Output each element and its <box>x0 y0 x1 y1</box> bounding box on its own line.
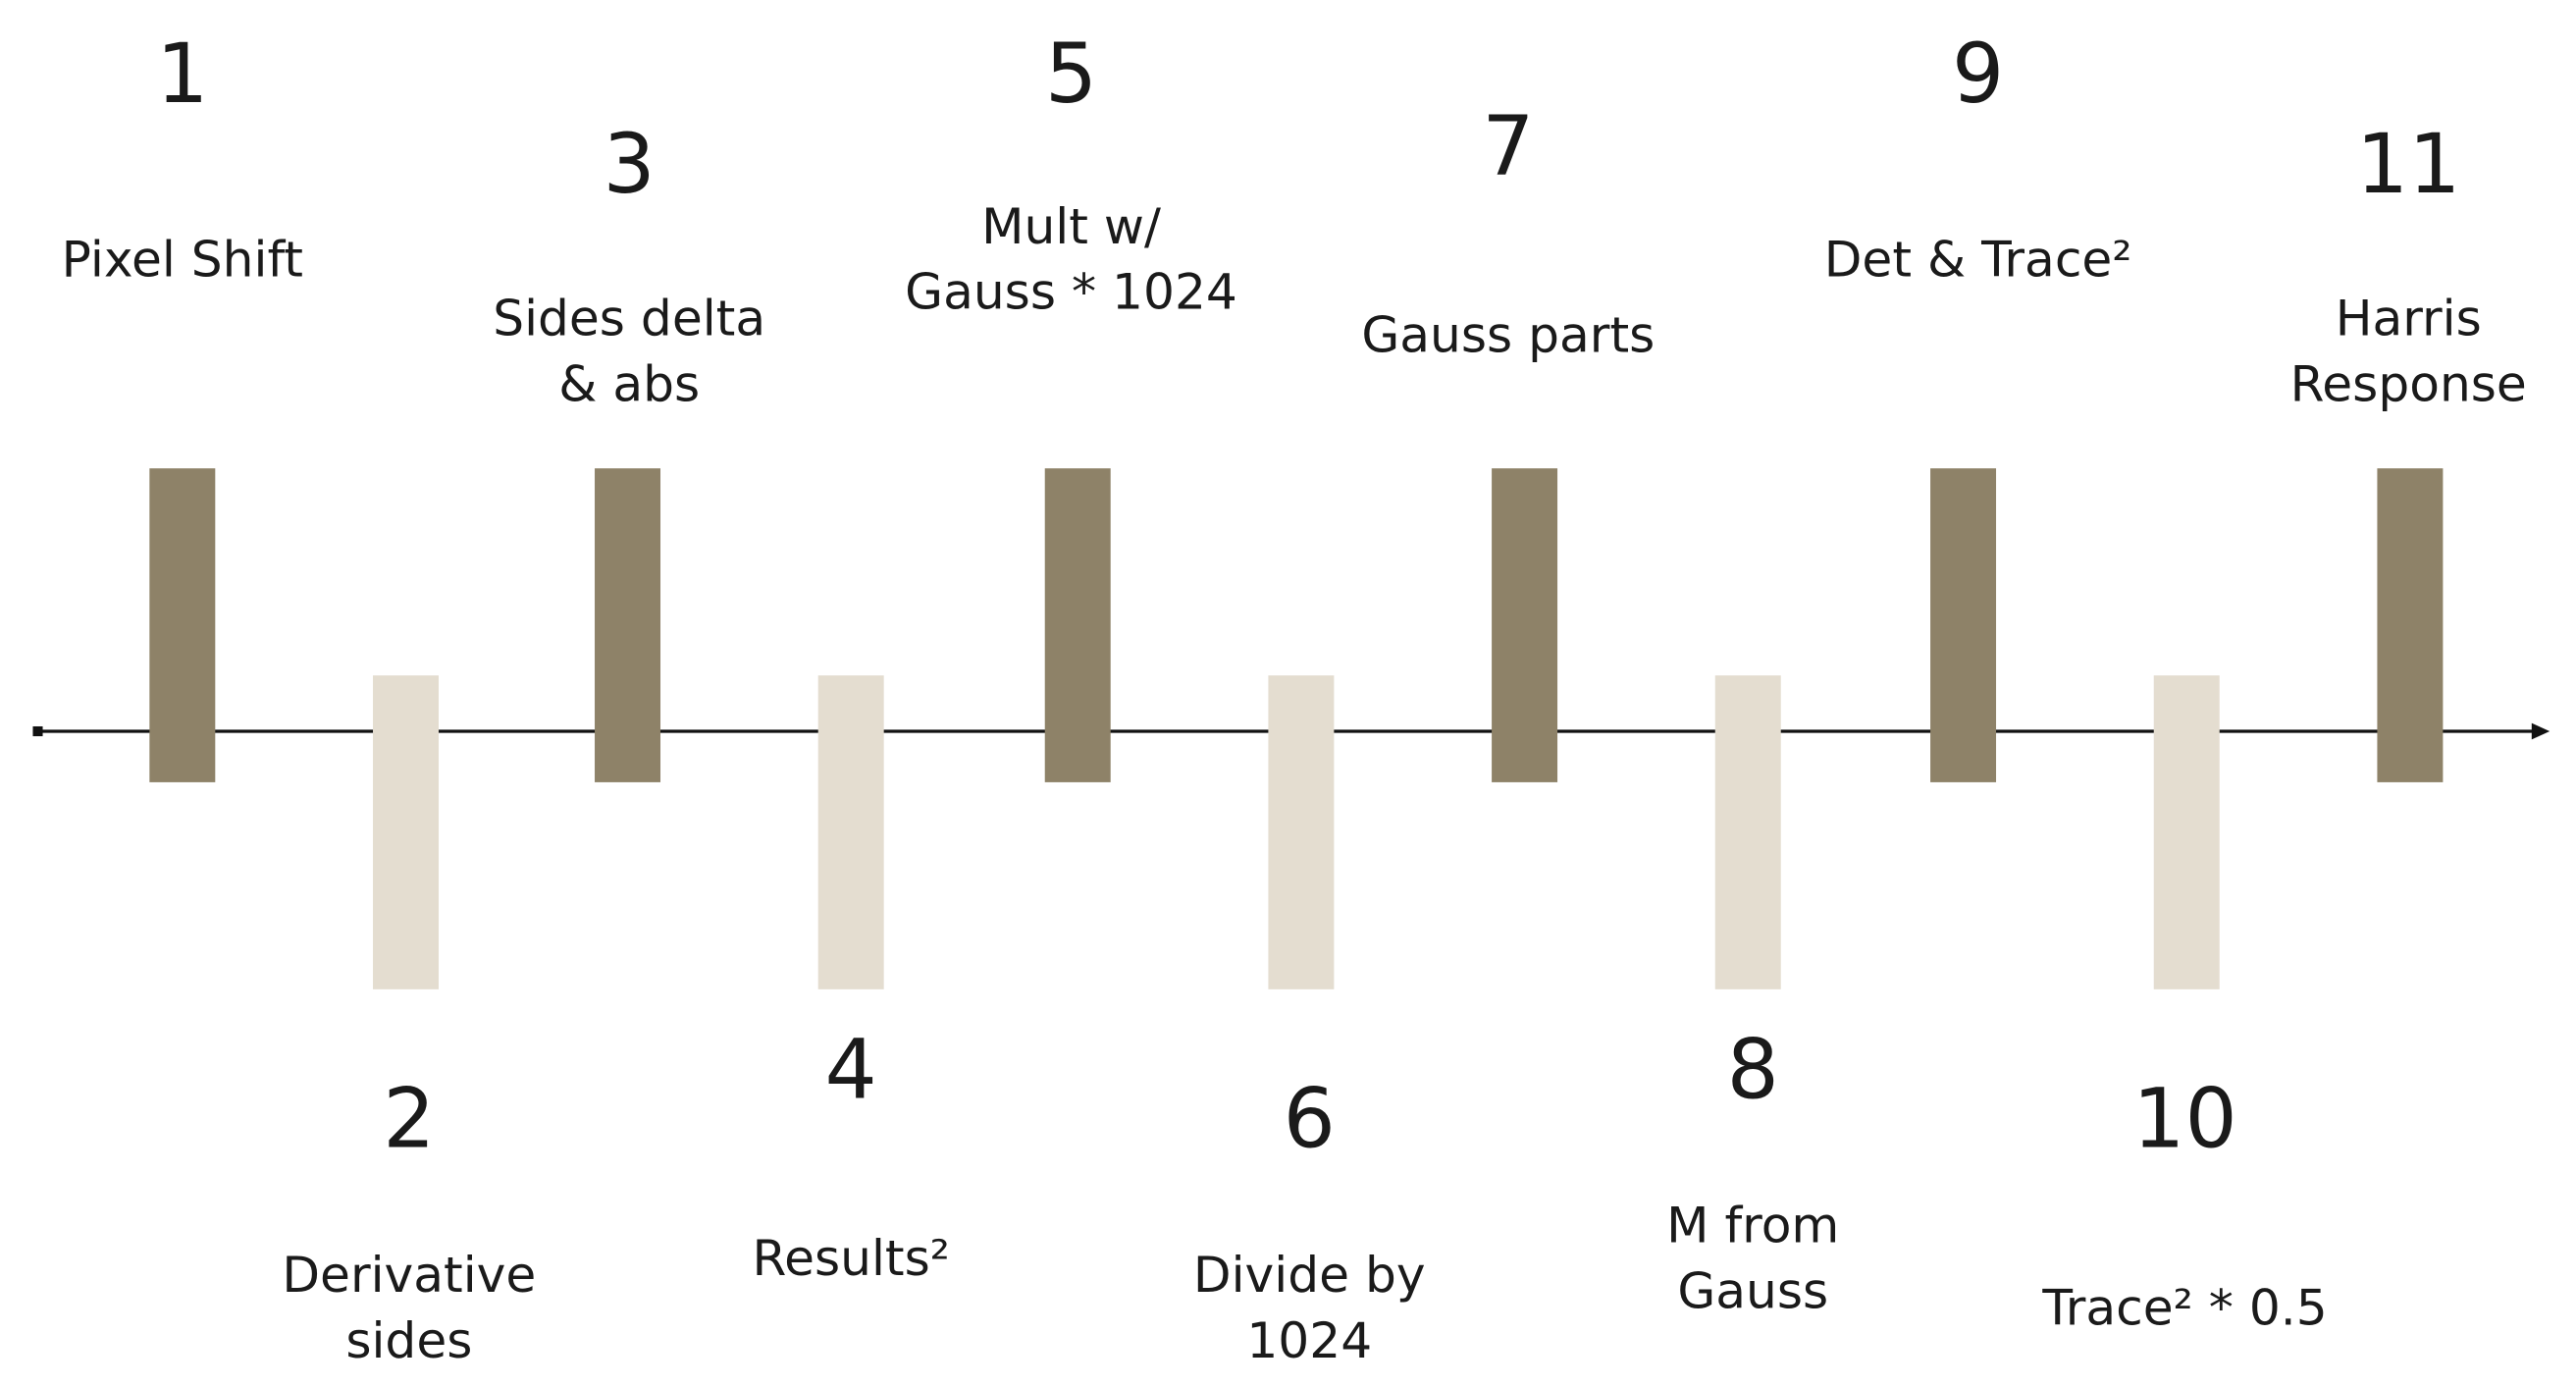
step-label: Derivative <box>282 1246 536 1304</box>
step-bar <box>1714 675 1781 989</box>
step-bar <box>1268 675 1335 989</box>
step-number: 7 <box>1482 97 1534 193</box>
step-bar <box>817 675 884 989</box>
step-label: & abs <box>558 354 700 412</box>
step-label: M from <box>1666 1197 1839 1254</box>
step-number: 9 <box>1952 26 2004 122</box>
step-number: 8 <box>1727 1021 1779 1117</box>
step-label: Sides delta <box>493 290 765 347</box>
axis-start <box>32 725 43 737</box>
step-number: 11 <box>2356 116 2460 212</box>
step-bar <box>2377 468 2444 782</box>
step-label: Results² <box>752 1229 949 1287</box>
step-label: Response <box>2290 354 2527 412</box>
step-number: 2 <box>383 1071 435 1167</box>
step-bar <box>1044 468 1111 782</box>
step-label: 1024 <box>1246 1311 1372 1369</box>
step-label: Pixel Shift <box>62 230 303 288</box>
step-number: 5 <box>1045 26 1097 122</box>
step-label: Gauss * 1024 <box>905 263 1237 321</box>
axis-arrow <box>2531 722 2550 740</box>
step-number: 4 <box>825 1021 877 1117</box>
step-number: 3 <box>604 116 656 212</box>
step-bar <box>595 468 660 782</box>
step-label: Trace² * 0.5 <box>2041 1278 2327 1336</box>
step-bar <box>1930 468 1997 782</box>
step-bar <box>373 675 439 989</box>
step-label: Mult w/ <box>981 197 1161 255</box>
step-label: Divide by <box>1193 1246 1426 1304</box>
step-label: Gauss <box>1677 1262 1828 1320</box>
step-label: Gauss parts <box>1361 305 1655 363</box>
step-label: Det & Trace² <box>1824 230 2132 288</box>
step-label: Harris <box>2336 290 2482 347</box>
steps: 1 Pixel Shift 2 Derivative sides 3 Sides delta… <box>62 26 2527 1369</box>
step-bar <box>2153 675 2220 989</box>
step-bar <box>1492 468 1558 782</box>
step-label: sides <box>345 1311 472 1369</box>
step-number: 1 <box>156 26 208 122</box>
step-number: 6 <box>1284 1071 1336 1167</box>
step-bar <box>149 468 216 782</box>
step-number: 10 <box>2132 1071 2236 1167</box>
